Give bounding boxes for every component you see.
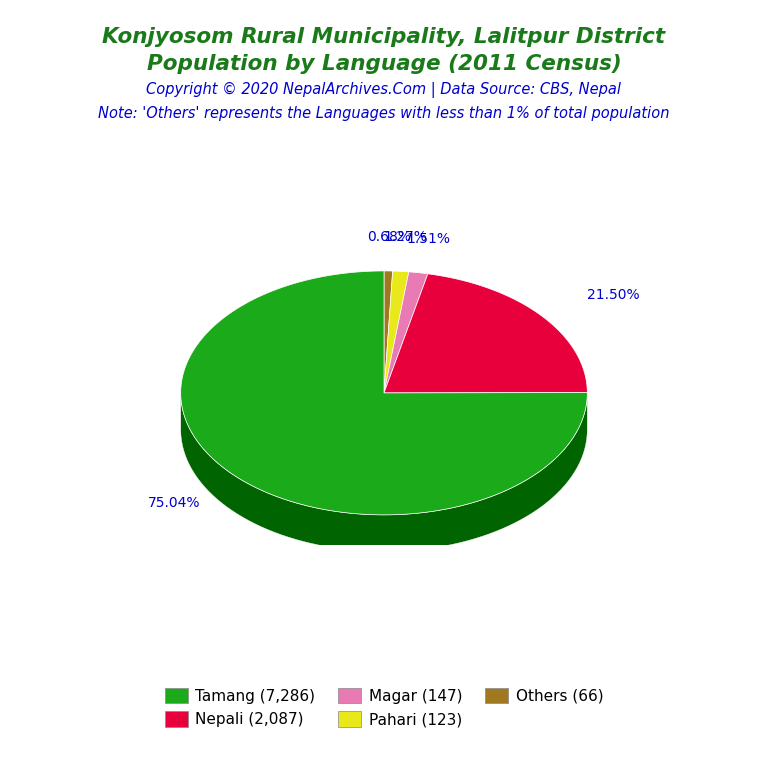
Polygon shape [180, 271, 588, 515]
Polygon shape [384, 274, 588, 393]
Polygon shape [180, 392, 588, 551]
Text: Population by Language (2011 Census): Population by Language (2011 Census) [147, 54, 621, 74]
Text: 1.51%: 1.51% [406, 232, 450, 246]
Text: Konjyosom Rural Municipality, Lalitpur District: Konjyosom Rural Municipality, Lalitpur D… [102, 27, 666, 47]
Polygon shape [384, 271, 409, 393]
Polygon shape [384, 272, 428, 393]
Text: 75.04%: 75.04% [147, 496, 200, 511]
Text: 0.68%: 0.68% [368, 230, 412, 243]
Text: Note: 'Others' represents the Languages with less than 1% of total population: Note: 'Others' represents the Languages … [98, 106, 670, 121]
Polygon shape [384, 271, 392, 393]
Text: 21.50%: 21.50% [587, 288, 639, 302]
Text: 1.27%: 1.27% [383, 230, 427, 244]
Legend: Tamang (7,286), Nepali (2,087), Magar (147), Pahari (123), Others (66): Tamang (7,286), Nepali (2,087), Magar (1… [158, 682, 610, 733]
Text: Copyright © 2020 NepalArchives.Com | Data Source: CBS, Nepal: Copyright © 2020 NepalArchives.Com | Dat… [147, 82, 621, 98]
